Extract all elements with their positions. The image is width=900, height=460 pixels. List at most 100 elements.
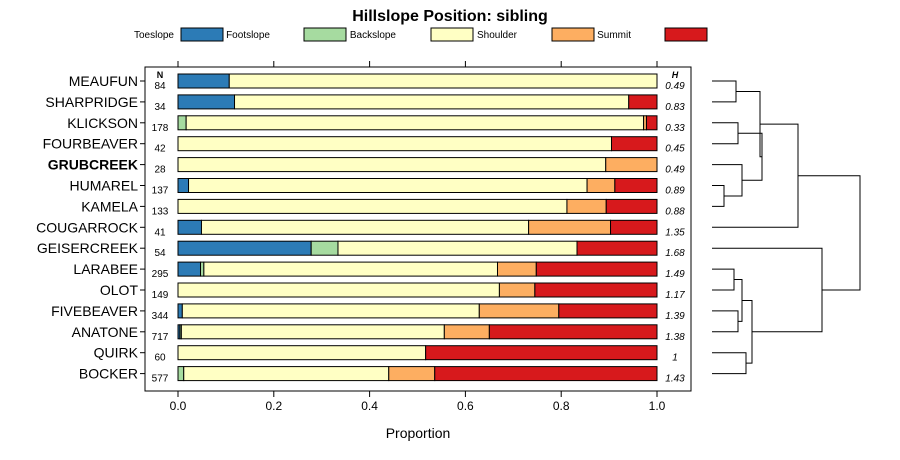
- bar-segment-footslope: [177, 366, 185, 382]
- bar-segment-backslope: [188, 178, 588, 193]
- h-value: 0.89: [665, 186, 685, 197]
- category-label: MEAUFUN: [69, 73, 138, 89]
- bar-segment-backslope: [177, 157, 607, 173]
- bar-segment-shoulder: [388, 366, 436, 382]
- bar-segment-backslope: [203, 261, 498, 277]
- n-value: 149: [152, 290, 169, 301]
- bar-segment-summit: [645, 115, 658, 131]
- n-value: 717: [152, 332, 169, 343]
- category-label: GEISERCREEK: [37, 240, 139, 256]
- bar-segment-backslope: [228, 73, 658, 89]
- chart-title: Hillslope Position: sibling: [352, 8, 548, 25]
- bar-segment-toeslope: [177, 178, 190, 193]
- bar-segment-footslope: [310, 240, 339, 256]
- h-value: 0.49: [665, 165, 685, 176]
- h-value: 0.83: [665, 102, 685, 113]
- bar-segment-toeslope: [177, 261, 202, 277]
- bar-segment-backslope: [183, 366, 390, 382]
- dendrogram-branch: [712, 185, 725, 207]
- legend-label-shoulder: Shoulder: [477, 30, 518, 41]
- dendrogram-branch: [736, 90, 762, 158]
- n-value: 54: [154, 248, 166, 259]
- bar-segment-toeslope: [177, 240, 312, 256]
- bar-segment-summit: [614, 178, 658, 193]
- bar-segment-backslope: [177, 198, 568, 214]
- n-value: 344: [152, 311, 169, 322]
- bar-segment-backslope: [177, 136, 612, 152]
- x-tick-label: 0.4: [361, 399, 378, 413]
- bar-segment-summit: [535, 261, 658, 277]
- bar-segment-toeslope: [177, 219, 202, 235]
- bar-segment-backslope: [181, 303, 480, 319]
- dendrogram-branch: [712, 268, 735, 291]
- bar-segment-summit: [534, 282, 658, 298]
- h-value: 1.17: [665, 290, 685, 301]
- bar-segment-backslope: [177, 282, 500, 298]
- bar-segment-toeslope: [177, 73, 230, 89]
- h-value: 1.39: [665, 311, 685, 322]
- category-label: KLICKSON: [67, 115, 138, 131]
- bar-segment-summit: [434, 366, 658, 382]
- bar-segment-shoulder: [478, 303, 560, 319]
- bar-segment-summit: [558, 303, 658, 319]
- bar-segment-shoulder: [528, 219, 612, 235]
- n-value: 28: [154, 165, 166, 176]
- dendrogram-branch: [712, 80, 737, 103]
- category-label: HUMAREL: [70, 178, 139, 194]
- h-header: H: [672, 70, 679, 80]
- n-value: 295: [152, 269, 169, 280]
- bar-segment-backslope: [180, 324, 445, 340]
- x-tick-label: 0.8: [553, 399, 570, 413]
- legend-swatch-backslope: [430, 27, 474, 42]
- bar-segment-summit: [425, 345, 658, 361]
- n-value: 34: [154, 102, 166, 113]
- bar-segment-shoulder: [605, 157, 658, 173]
- h-value: 0.45: [665, 144, 685, 155]
- n-value: 42: [154, 144, 166, 155]
- legend-label-footslope: Footslope: [226, 30, 270, 41]
- bar-segment-toeslope: [177, 303, 183, 319]
- bar-segment-footslope: [177, 115, 187, 131]
- category-label: KAMELA: [81, 198, 138, 214]
- h-value: 0.88: [665, 206, 685, 217]
- legend-swatch-summit: [664, 27, 708, 42]
- category-label: BOCKER: [79, 366, 138, 382]
- h-value: 1: [672, 353, 678, 364]
- legend-label-toeslope: Toeslope: [134, 30, 174, 41]
- bar-segment-shoulder: [586, 178, 616, 193]
- n-value: 137: [152, 186, 169, 197]
- dendrogram-branch: [712, 310, 739, 333]
- legend-label-backslope: Backslope: [350, 30, 397, 41]
- x-tick-label: 0.2: [265, 399, 282, 413]
- n-value: 60: [154, 353, 166, 364]
- category-label: LARABEE: [73, 261, 138, 277]
- bar-segment-shoulder: [443, 324, 490, 340]
- dendrogram-branch: [712, 123, 799, 228]
- bar-segment-summit: [605, 198, 658, 214]
- category-label: FIVEBEAVER: [51, 303, 138, 319]
- bar-segment-backslope: [185, 115, 645, 131]
- bar-segment-backslope: [337, 240, 578, 256]
- h-value: 1.35: [665, 227, 685, 238]
- bar-segment-backslope: [234, 94, 630, 110]
- dendrogram-branch: [798, 175, 861, 291]
- bar-segment-summit: [488, 324, 658, 340]
- n-value: 41: [154, 227, 166, 238]
- h-value: 0.49: [665, 81, 685, 92]
- category-label: OLOT: [100, 282, 139, 298]
- category-label: COUGARROCK: [36, 219, 139, 235]
- bar-segment-summit: [610, 136, 658, 152]
- dendrogram-branch: [742, 299, 753, 364]
- bar-segment-shoulder: [496, 261, 537, 277]
- bar-segment-footslope: [200, 261, 205, 277]
- category-label: GRUBCREEK: [48, 157, 138, 173]
- category-label: SHARPRIDGE: [45, 94, 138, 110]
- category-label: QUIRK: [94, 345, 139, 361]
- bar-segment-backslope: [200, 219, 530, 235]
- bar-segment-summit: [610, 219, 658, 235]
- n-value: 133: [152, 206, 169, 217]
- legend-swatch-footslope: [303, 27, 347, 42]
- dendrogram-branch: [712, 164, 743, 197]
- bar-segment-shoulder: [498, 282, 536, 298]
- legend: Toeslope Footslope Backslope Shoulder Summit: [134, 27, 708, 42]
